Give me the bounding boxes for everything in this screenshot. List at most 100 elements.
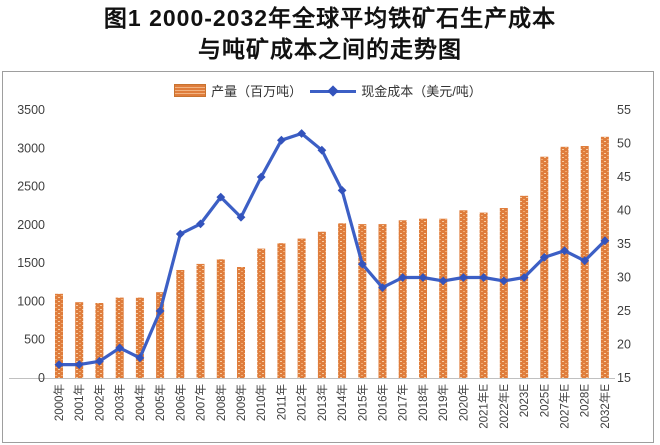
chart-legend: 产量（百万吨） 现金成本（美元/吨） bbox=[3, 81, 653, 100]
x-tick-2012年: 2012年 bbox=[295, 384, 309, 421]
x-tick-2002年: 2002年 bbox=[92, 384, 106, 421]
marker-2027年E bbox=[560, 246, 569, 256]
left-tick-2000: 2000 bbox=[17, 218, 45, 232]
left-tick-1000: 1000 bbox=[17, 294, 45, 308]
marker-2022年E bbox=[499, 276, 509, 286]
bar-2000年 bbox=[55, 293, 63, 378]
bar-2012年 bbox=[297, 238, 306, 378]
bar-2004年 bbox=[135, 297, 144, 378]
x-tick-2017年: 2017年 bbox=[396, 384, 410, 421]
x-tick-2005年: 2005年 bbox=[153, 384, 167, 421]
left-tick-0: 0 bbox=[38, 371, 45, 385]
bar-swatch-icon bbox=[174, 84, 207, 97]
x-tick-2003年: 2003年 bbox=[113, 384, 127, 421]
right-tick-55: 55 bbox=[617, 103, 631, 117]
x-tick-2009年: 2009年 bbox=[234, 384, 248, 421]
x-tick-2020年: 2020年 bbox=[456, 384, 470, 421]
legend-item-production: 产量（百万吨） bbox=[174, 81, 302, 100]
bar-2015年 bbox=[358, 224, 367, 378]
left-tick-500: 500 bbox=[24, 333, 45, 347]
right-tick-15: 15 bbox=[617, 371, 631, 385]
right-tick-50: 50 bbox=[617, 137, 631, 151]
right-tick-20: 20 bbox=[617, 338, 631, 352]
left-tick-3500: 3500 bbox=[17, 103, 45, 117]
marker-2013年 bbox=[317, 145, 327, 155]
x-axis-labels: 2000年 2001年 2002年 2003年 2004年 2005年 2006年 2007年… bbox=[52, 384, 612, 429]
chart-title-line1: 图1 2000-2032年全球平均铁矿石生产成本 bbox=[103, 5, 557, 31]
left-tick-2500: 2500 bbox=[17, 180, 45, 194]
legend-cash-cost-label: 现金成本（美元/吨） bbox=[361, 84, 482, 99]
marker-2019年 bbox=[438, 276, 448, 286]
marker-2001年 bbox=[74, 360, 84, 369]
bar-2023E bbox=[520, 195, 529, 378]
marker-2009年 bbox=[236, 212, 246, 222]
bar-2016年 bbox=[378, 224, 387, 378]
chart-title-line2: 与吨矿成本之间的走势图 bbox=[198, 36, 462, 62]
bar-2007年 bbox=[196, 263, 205, 378]
right-tick-30: 30 bbox=[617, 271, 631, 285]
right-tick-45: 45 bbox=[617, 170, 631, 184]
x-tick-2014年: 2014年 bbox=[335, 384, 349, 421]
x-tick-2010年: 2010年 bbox=[254, 384, 268, 421]
marker-2011年 bbox=[277, 135, 286, 145]
marker-2028E bbox=[580, 256, 590, 266]
left-axis-labels: 0 500 1000 1500 2000 2500 3000 3500 bbox=[17, 103, 45, 385]
bar-2014年 bbox=[338, 223, 347, 378]
x-tick-2025E: 2025E bbox=[539, 384, 551, 418]
diamond-marker-icon bbox=[327, 84, 339, 97]
legend-production-label: 产量（百万吨） bbox=[211, 84, 303, 99]
x-tick-2011年: 2011年 bbox=[274, 384, 288, 420]
bar-2027年E bbox=[560, 146, 569, 378]
marker-2000年 bbox=[54, 360, 64, 369]
bar-2003年 bbox=[115, 297, 124, 378]
plot-canvas: 0 500 1000 1500 2000 2500 3000 3500 15 20 25 30 35 40… bbox=[3, 72, 653, 445]
right-tick-25: 25 bbox=[617, 304, 631, 318]
bar-2009年 bbox=[237, 267, 245, 378]
marker-2021年E bbox=[479, 273, 488, 282]
marker-2007年 bbox=[196, 219, 205, 229]
marker-2016年 bbox=[378, 283, 387, 292]
marker-2023E bbox=[519, 273, 529, 282]
line-swatch-icon bbox=[310, 84, 357, 97]
x-tick-2015年: 2015年 bbox=[355, 384, 369, 421]
marker-2010年 bbox=[256, 172, 266, 182]
bar-2025E bbox=[540, 156, 549, 378]
bar-2020年 bbox=[459, 210, 468, 378]
cash-cost-line bbox=[57, 131, 607, 367]
x-tick-2013年: 2013年 bbox=[315, 384, 329, 421]
x-tick-2007年: 2007年 bbox=[194, 384, 208, 421]
marker-2003年 bbox=[115, 343, 125, 353]
bar-2013年 bbox=[317, 231, 326, 378]
bar-2008年 bbox=[216, 259, 225, 378]
chart-svg: 0 500 1000 1500 2000 2500 3000 3500 15 20 25 30 35 40… bbox=[9, 103, 631, 429]
x-tick-2016年: 2016年 bbox=[376, 384, 390, 421]
bar-2005年 bbox=[156, 292, 165, 378]
marker-2015年 bbox=[357, 259, 367, 269]
x-tick-2000年: 2000年 bbox=[52, 384, 66, 421]
left-tick-1500: 1500 bbox=[17, 256, 45, 270]
x-tick-2004年: 2004年 bbox=[133, 384, 147, 421]
marker-2014年 bbox=[337, 186, 347, 195]
right-tick-40: 40 bbox=[617, 204, 631, 218]
x-tick-2008年: 2008年 bbox=[214, 384, 228, 421]
bar-2001年 bbox=[75, 302, 84, 378]
bar-2022年E bbox=[499, 208, 508, 378]
marker-2025E bbox=[539, 253, 549, 262]
marker-2032年E bbox=[600, 236, 610, 246]
legend-item-cash-cost: 现金成本（美元/吨） bbox=[310, 81, 482, 100]
chart-area: 产量（百万吨） 现金成本（美元/吨） 0 500 1000 1500 2000 2500 3… bbox=[2, 71, 654, 443]
bar-2032年E bbox=[600, 136, 609, 378]
right-axis-labels: 15 20 25 30 35 40 45 50 55 bbox=[617, 103, 631, 385]
bar-2021年E bbox=[479, 212, 488, 378]
bar-2019年 bbox=[439, 218, 448, 378]
marker-2008年 bbox=[216, 192, 226, 202]
x-tick-2027年E: 2027年E bbox=[558, 384, 572, 429]
bar-2006年 bbox=[176, 270, 185, 378]
x-tick-2021年E: 2021年E bbox=[477, 384, 491, 429]
x-tick-2019年: 2019年 bbox=[436, 384, 450, 421]
x-tick-2018年: 2018年 bbox=[416, 384, 430, 421]
x-tick-2028E: 2028E bbox=[580, 384, 592, 418]
bar-2018年 bbox=[419, 218, 427, 378]
marker-2004年 bbox=[135, 353, 145, 363]
